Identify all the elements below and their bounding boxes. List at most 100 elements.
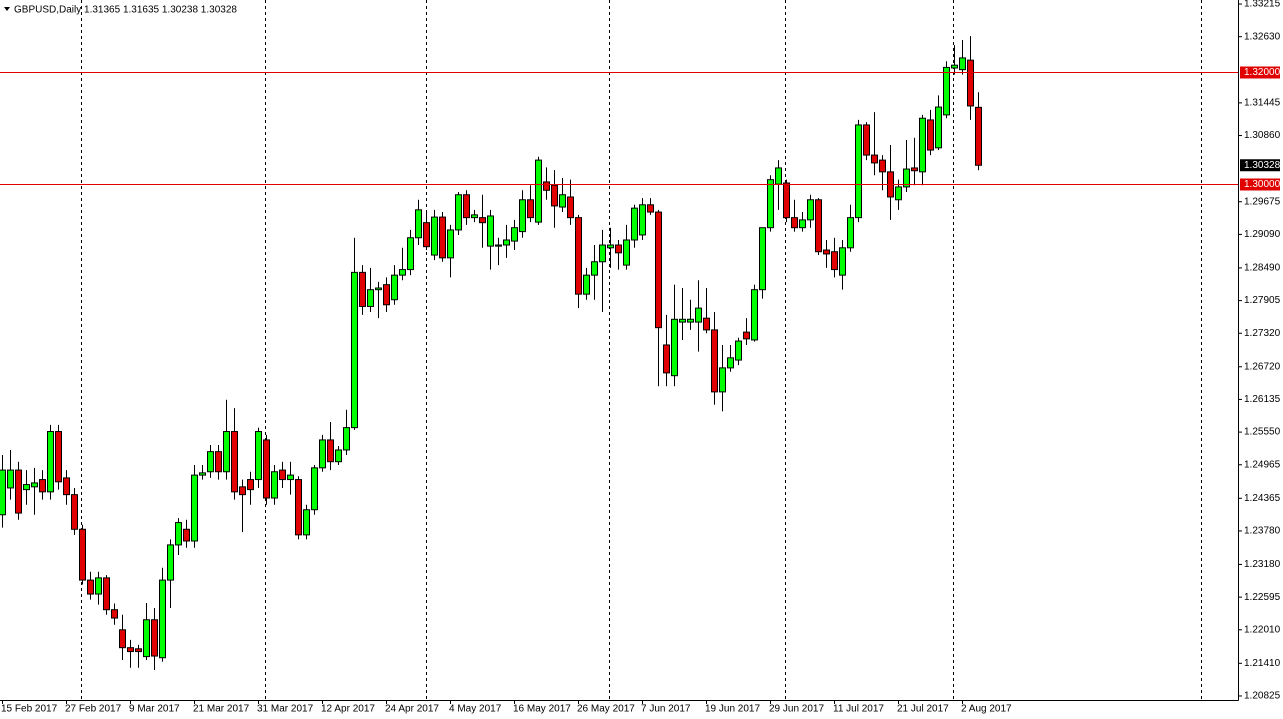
x-tick-label: 19 Jun 2017 (705, 704, 760, 715)
candle-body (935, 106, 942, 149)
candle-body (23, 484, 30, 491)
candle-body (279, 469, 286, 481)
candle-body (783, 182, 790, 219)
candle-body (263, 439, 270, 499)
candle-body (271, 471, 278, 499)
last-price-box (1240, 159, 1280, 172)
candle-body (151, 619, 158, 657)
y-tick-label: 1.30860 (1244, 130, 1281, 141)
candle-body (607, 244, 614, 249)
candle-body (655, 211, 662, 329)
candle-body (615, 244, 622, 254)
candle-body (335, 449, 342, 463)
candle-body (663, 344, 670, 374)
candle-body (111, 609, 118, 619)
candle-body (199, 472, 206, 476)
x-tick-label: 29 Jun 2017 (769, 704, 824, 715)
candle-body (143, 619, 150, 658)
candle-body (447, 229, 454, 259)
x-tick-label: 21 Jul 2017 (897, 704, 949, 715)
candle-body (399, 269, 406, 276)
y-tick-label: 1.26135 (1244, 394, 1281, 405)
candle-body (559, 194, 566, 208)
candle-body (47, 431, 54, 493)
candle-body (207, 451, 214, 473)
candle-body (543, 181, 550, 191)
level-label-box (1240, 178, 1280, 191)
y-tick-label: 1.27905 (1244, 295, 1281, 306)
candle-body (631, 207, 638, 241)
candle-body (503, 239, 510, 246)
candle-body (463, 194, 470, 219)
candle-body (455, 194, 462, 231)
y-tick-label: 1.22010 (1244, 624, 1281, 635)
menu-arrow (4, 7, 10, 11)
candle-body (567, 196, 574, 219)
y-tick-label: 1.33215 (1244, 0, 1281, 10)
x-tick-label: 15 Feb 2017 (1, 704, 58, 715)
candle-body (39, 479, 46, 493)
y-tick-label: 1.32630 (1244, 31, 1281, 42)
candle-body (247, 479, 254, 491)
y-tick-label: 1.25550 (1244, 427, 1281, 438)
candle-body (647, 204, 654, 213)
candle-body (79, 528, 86, 581)
candle-body (879, 159, 886, 173)
candle-body (863, 124, 870, 156)
candle-body (183, 528, 190, 542)
candle-body (495, 244, 502, 247)
candle-body (231, 431, 238, 493)
candle-body (175, 522, 182, 546)
candle-body (583, 274, 590, 295)
candle-body (303, 509, 310, 536)
candle-body (735, 340, 742, 361)
candle-body (591, 261, 598, 276)
candle-body (575, 217, 582, 295)
candle-body (367, 289, 374, 307)
candle-body (71, 494, 78, 530)
x-tick-label: 11 Jul 2017 (833, 704, 884, 715)
y-tick-label: 1.27320 (1244, 328, 1281, 339)
candle-body (911, 167, 918, 172)
candle-body (759, 227, 766, 291)
candle-body (807, 199, 814, 221)
candle-body (319, 439, 326, 469)
x-tick-label: 2 Aug 2017 (961, 704, 1012, 715)
candle-body (95, 577, 102, 595)
candle-body (423, 222, 430, 248)
candle-body (119, 629, 126, 649)
chart-title: GBPUSD,Daily 1.31365 1.31635 1.30238 1.3… (14, 5, 237, 16)
candle-body (711, 329, 718, 393)
candle-body (407, 237, 414, 271)
level-label-box (1240, 66, 1280, 79)
level-label: 1.32000 (1244, 67, 1281, 78)
candle-body (167, 544, 174, 581)
candle-body (311, 467, 318, 511)
candle-body (703, 317, 710, 331)
candle-body (31, 482, 38, 488)
candle-body (903, 168, 910, 188)
candle-body (239, 486, 246, 496)
candle-body (823, 249, 830, 255)
candle-body (719, 367, 726, 393)
x-tick-label: 12 Apr 2017 (321, 704, 375, 715)
y-tick-label: 1.26720 (1244, 361, 1281, 372)
x-tick-label: 24 Apr 2017 (385, 704, 439, 715)
candle-body (727, 357, 734, 369)
candle-body (295, 479, 302, 536)
candle-body (375, 287, 382, 291)
candle-body (215, 451, 222, 473)
candle-body (679, 318, 686, 323)
candle-body (927, 119, 934, 151)
candle-body (775, 167, 782, 185)
candle-body (535, 159, 542, 223)
candle-body (671, 318, 678, 377)
candle-body (751, 289, 758, 341)
candle-body (951, 64, 958, 69)
candle-body (967, 59, 974, 107)
candle-body (895, 186, 902, 201)
y-tick-label: 1.22595 (1244, 592, 1281, 603)
candle-body (415, 209, 422, 239)
candle-body (767, 179, 774, 229)
candle-body (327, 439, 334, 463)
